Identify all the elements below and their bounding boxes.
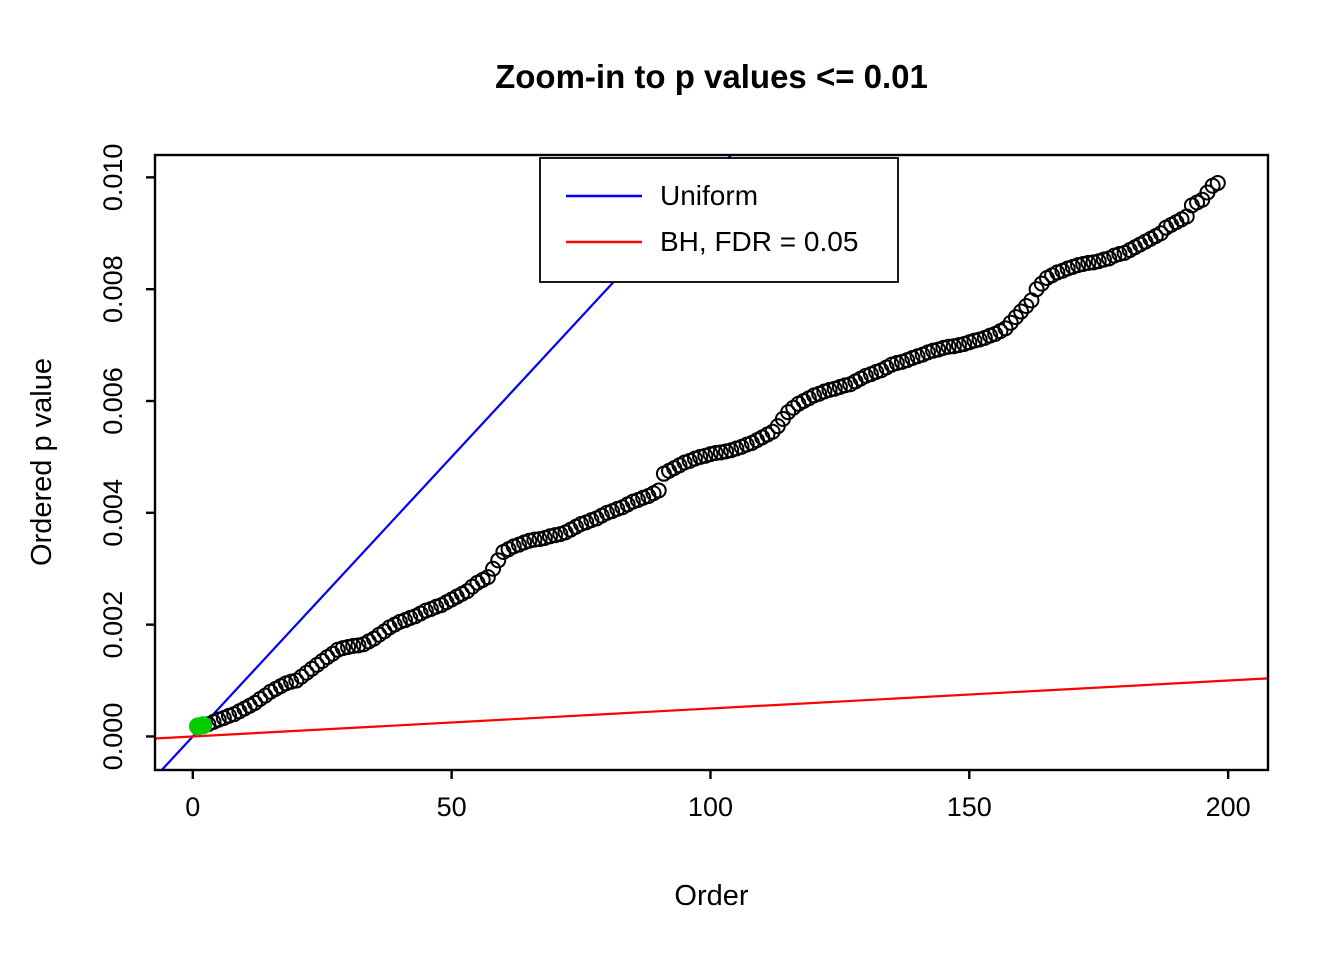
y-tick-label: 0.004 <box>98 479 128 547</box>
legend-label: Uniform <box>660 180 758 211</box>
y-tick-label: 0.006 <box>98 367 128 435</box>
x-axis: 0 50 100 150 200 <box>185 770 1251 822</box>
data-point <box>345 637 362 654</box>
x-tick-label: 0 <box>185 792 200 822</box>
data-point <box>1002 314 1019 331</box>
x-axis-label: Order <box>674 880 749 912</box>
data-point <box>1209 174 1226 191</box>
data-point <box>1028 281 1045 298</box>
data-point <box>479 569 496 586</box>
x-tick-label: 50 <box>437 792 467 822</box>
x-tick-label: 150 <box>947 792 992 822</box>
legend: Uniform BH, FDR = 0.05 <box>539 157 899 283</box>
y-axis: 0.000 0.002 0.004 0.006 0.008 0.010 <box>98 144 155 771</box>
data-point <box>707 444 724 461</box>
data-point <box>1018 297 1035 314</box>
data-point <box>780 404 797 421</box>
data-point <box>940 338 957 355</box>
x-tick-label: 100 <box>688 792 733 822</box>
data-point <box>526 531 543 548</box>
legend-box <box>539 157 899 283</box>
data-point <box>1080 254 1097 271</box>
y-tick-label: 0.000 <box>98 703 128 771</box>
data-point <box>485 560 502 577</box>
data-point <box>1013 303 1030 320</box>
data-point <box>1152 225 1169 242</box>
scatter-points <box>188 174 1226 736</box>
chart-title: Zoom-in to p values <= 0.01 <box>495 58 928 95</box>
y-tick-label: 0.010 <box>98 144 128 212</box>
data-point <box>650 482 667 499</box>
data-point <box>1007 309 1024 326</box>
data-point <box>997 320 1014 337</box>
data-point <box>459 583 476 600</box>
y-tick-label: 0.002 <box>98 591 128 659</box>
legend-label: BH, FDR = 0.05 <box>660 226 858 257</box>
data-point <box>490 552 507 569</box>
significant-point <box>194 716 213 735</box>
y-tick-label: 0.008 <box>98 255 128 323</box>
x-tick-label: 200 <box>1206 792 1251 822</box>
data-point <box>764 423 781 440</box>
ref-line-bh <box>155 677 1268 740</box>
data-point <box>1033 275 1050 292</box>
